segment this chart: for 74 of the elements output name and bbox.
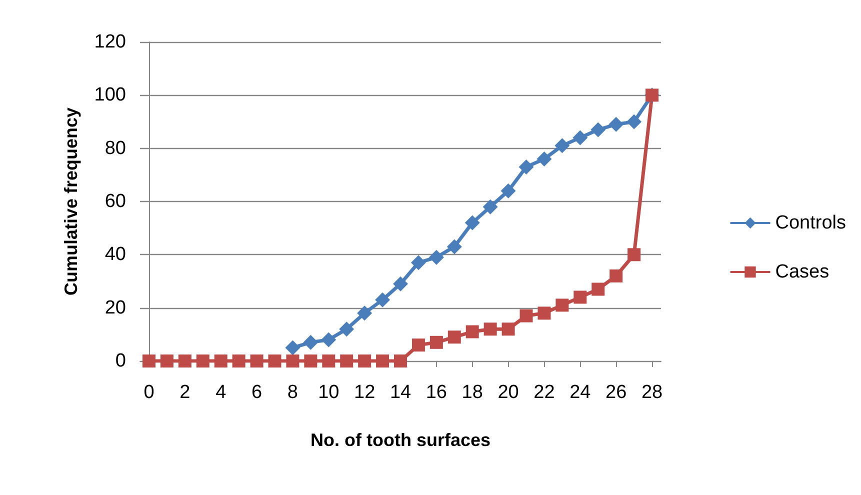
point (536, 151, 552, 166)
x-tick-label: 18 (462, 382, 483, 403)
x-tick-label: 26 (606, 382, 627, 403)
x-tick-label: 10 (318, 382, 340, 403)
point (412, 338, 425, 352)
legend-label: Controls (775, 212, 846, 234)
point (268, 354, 282, 368)
x-tick-label: 28 (641, 382, 663, 403)
x-tick-label: 24 (570, 382, 592, 403)
point (448, 330, 461, 344)
point (376, 354, 390, 368)
point (608, 116, 624, 132)
y-tick-label: 60 (104, 191, 126, 212)
point (232, 354, 246, 368)
legend-label: Cases (775, 262, 830, 282)
x-tick-label: 0 (144, 382, 154, 403)
point (358, 354, 372, 368)
point (394, 354, 407, 368)
point (628, 248, 641, 262)
point (339, 322, 354, 337)
point (538, 306, 551, 320)
x-tick-label: 4 (216, 382, 227, 403)
point (250, 354, 264, 368)
x-axis-title: No. of tooth surfaces (310, 430, 491, 450)
y-tick-label: 40 (104, 244, 126, 266)
y-tick-label: 0 (115, 350, 126, 372)
point (484, 322, 497, 336)
x-tick-label: 8 (287, 382, 298, 403)
point (285, 340, 300, 356)
point (375, 292, 390, 308)
point (214, 354, 228, 368)
point (428, 250, 444, 265)
y-tick-label: 120 (94, 32, 126, 52)
point (626, 114, 642, 130)
point (500, 183, 516, 198)
x-tick-label: 12 (354, 382, 376, 403)
point (142, 354, 156, 368)
point (502, 322, 515, 336)
point (178, 354, 192, 368)
y-tick-label: 100 (94, 84, 126, 106)
point (590, 122, 606, 138)
y-axis-title: Cumulative frequency (61, 107, 81, 296)
point (574, 290, 587, 304)
y-tick-label: 80 (104, 138, 126, 159)
point (322, 354, 336, 368)
x-tick-label: 20 (498, 382, 519, 403)
point (592, 282, 605, 296)
point (410, 255, 426, 270)
point (430, 336, 443, 349)
y-tick-label: 20 (104, 297, 126, 318)
x-tick-label: 6 (251, 382, 262, 403)
point (357, 306, 372, 321)
point (572, 130, 588, 146)
point (303, 334, 318, 350)
point (464, 215, 480, 230)
x-tick-label: 14 (390, 382, 412, 403)
point (393, 276, 408, 292)
point (520, 309, 533, 322)
point (196, 354, 210, 368)
x-tick-label: 16 (426, 382, 447, 403)
point (482, 199, 498, 214)
point (610, 269, 623, 282)
point (286, 354, 300, 368)
x-tick-label: 22 (534, 382, 555, 403)
point (321, 332, 336, 348)
point (518, 159, 534, 174)
point (556, 298, 569, 312)
point (340, 354, 354, 368)
point (160, 354, 174, 368)
point (304, 354, 318, 368)
x-tick-label: 2 (180, 382, 190, 403)
point (446, 239, 462, 254)
point (466, 325, 479, 338)
point (554, 138, 570, 154)
